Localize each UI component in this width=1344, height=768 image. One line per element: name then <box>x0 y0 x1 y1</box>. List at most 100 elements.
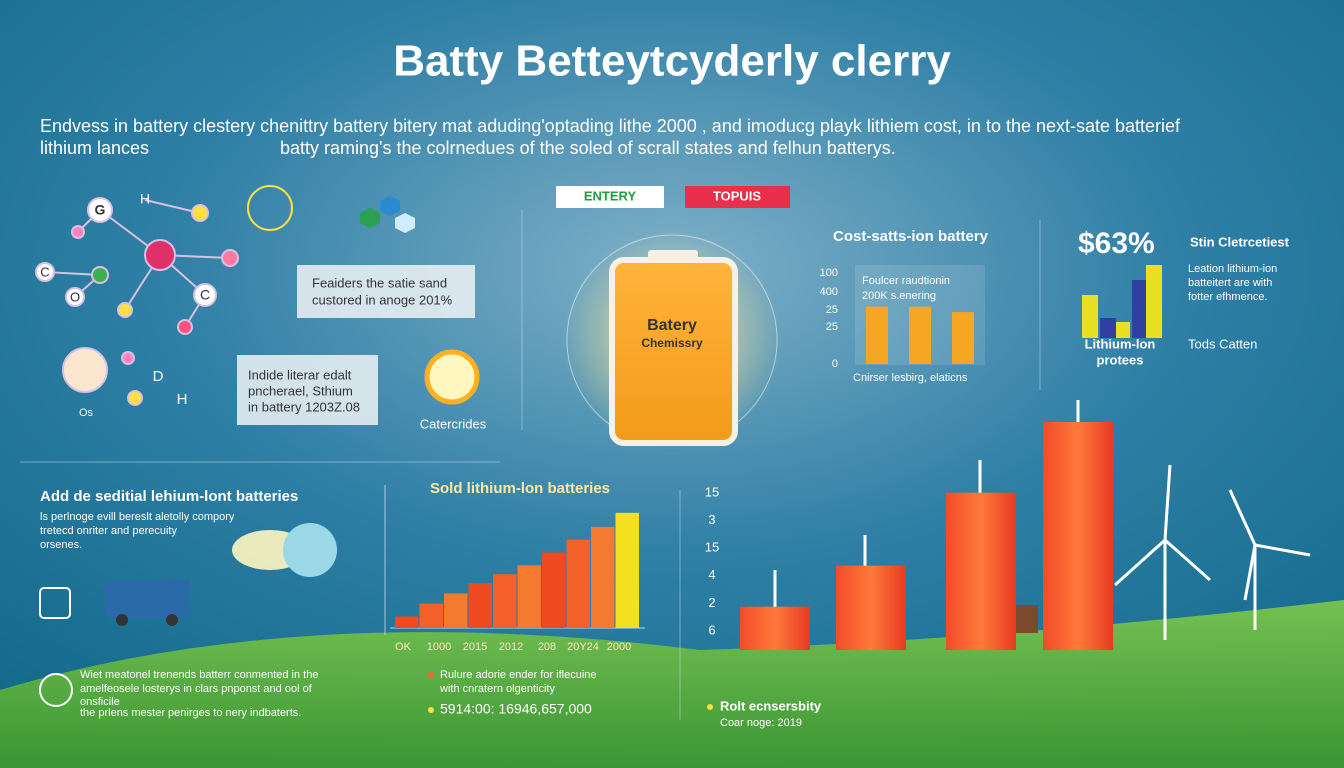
van-icon <box>105 580 190 618</box>
bar <box>946 492 1016 650</box>
battery <box>609 257 738 446</box>
footer-text: amelfeosele losterys in clars pnponst an… <box>80 683 313 695</box>
section-text: tretecd onriter and perecuity <box>40 525 177 537</box>
bar <box>1043 422 1113 650</box>
x-tick-label: 208 <box>538 641 556 653</box>
bullet <box>707 704 713 710</box>
callout <box>237 355 378 425</box>
stat-text: Tods Catten <box>1188 336 1257 351</box>
gear-icon <box>39 587 71 619</box>
footer-text: Rulure adorie ender for iflecuine <box>440 669 597 681</box>
bar <box>468 583 492 628</box>
chart-note: Foulcer raudtionin <box>862 275 950 287</box>
y-tick-label: 4 <box>708 567 715 582</box>
bar <box>836 565 906 650</box>
footer-text: onsficile <box>80 696 120 708</box>
battery-label: Batery <box>647 317 697 334</box>
stat-caption: protees <box>1097 352 1144 367</box>
battery-label: Chemissry <box>641 336 703 350</box>
y-tick-label: 6 <box>708 622 715 637</box>
bar <box>395 616 419 628</box>
y-tick-label: 100 <box>820 267 838 279</box>
stat-text: Leation lithium-ion <box>1188 263 1277 275</box>
callout-text: pncherael, Sthium <box>248 383 353 398</box>
bar <box>866 306 888 364</box>
sun-icon <box>424 349 480 405</box>
stat-value: $63% <box>1078 227 1155 260</box>
stat-text: fotter efhmence. <box>1188 291 1268 303</box>
atom-label: D <box>153 368 164 385</box>
tag-text: ENTERY <box>584 188 637 203</box>
y-tick-label: 0 <box>832 358 838 370</box>
bullet <box>428 707 434 713</box>
y-tick-label: 25 <box>826 321 838 333</box>
x-axis-label: Cnirser lesbirg, elaticns <box>853 372 968 384</box>
bar <box>419 603 443 628</box>
section-title: Add de seditial lehium-lont batteries <box>40 488 298 505</box>
x-tick-label: 20Y24 <box>567 641 599 653</box>
y-tick-label: 15 <box>705 540 719 555</box>
callout-text: Indide literar edalt <box>248 367 352 382</box>
chart-title: Cost-satts-ion battery <box>833 228 989 245</box>
x-tick-label: 2015 <box>463 641 487 653</box>
callout-text: in battery 1203Z.08 <box>248 399 360 414</box>
bar <box>444 593 468 628</box>
stat-heading: Stin Cletrcetiest <box>1190 234 1290 249</box>
bar <box>542 552 566 628</box>
icon-label: Catercrides <box>420 416 487 431</box>
footer-text: Coar noge: 2019 <box>720 717 802 729</box>
footer-number: 5914:00: 16946,657,000 <box>440 701 592 717</box>
atom-label: Os <box>79 407 94 419</box>
intro: lithium lances <box>40 138 149 158</box>
bar <box>909 306 931 364</box>
chart-title: Sold lithium-lon batteries <box>430 480 610 497</box>
wheel <box>166 614 178 626</box>
footer-text: Rolt ecnsersbity <box>720 698 822 713</box>
intro: batty raming's the colrnedues of the sol… <box>280 138 896 158</box>
stat-text: batteitert are with <box>1188 277 1272 289</box>
x-tick-label: 2000 <box>607 641 631 653</box>
atom-label: O <box>70 289 80 304</box>
y-tick-label: 25 <box>826 304 838 316</box>
x-tick-label: 1000 <box>427 641 451 653</box>
wind-turbines <box>773 400 1311 640</box>
tag-text: TOPUIS <box>713 188 761 203</box>
cell-icon <box>283 523 337 577</box>
y-tick-label: 15 <box>705 484 719 499</box>
callout-text: custored in anoge 201% <box>312 292 453 307</box>
callout <box>297 265 475 318</box>
atom-label: C <box>200 287 210 303</box>
atom-label: G <box>95 202 106 218</box>
section-text: ls perlnoge evill bereslt aletolly compo… <box>40 511 235 523</box>
chart-note: 200K s.enering <box>862 290 936 302</box>
wave-icon <box>39 673 73 707</box>
x-tick-label: 2012 <box>499 641 523 653</box>
bar <box>493 574 517 628</box>
atom-label: H <box>177 391 188 408</box>
footer-text: Wiet meatonel trenends batterr conmented… <box>80 669 318 681</box>
bar <box>517 565 541 628</box>
footer-text: with cnratern olgenticity <box>439 683 555 695</box>
atom-label: C <box>40 264 49 279</box>
bar <box>740 606 810 650</box>
tag <box>685 186 790 208</box>
molecule <box>35 185 415 406</box>
bar <box>615 512 639 628</box>
stat-caption: Lithium-lon <box>1085 336 1156 351</box>
footer-text: the prlens mester penirges to nery indba… <box>80 707 301 719</box>
intro: Endvess in battery clestery chenittry ba… <box>40 116 1181 136</box>
x-tick-label: OK <box>395 641 412 653</box>
section-text: orsenes. <box>40 539 82 551</box>
y-tick-label: 2 <box>708 595 715 610</box>
title: Batty Betteytcyderly clerry <box>393 37 951 86</box>
wheel <box>116 614 128 626</box>
pictogram <box>1082 265 1162 338</box>
bullet <box>428 672 434 678</box>
callout-text: Feaiders the satie sand <box>312 275 447 290</box>
bar <box>566 539 590 628</box>
y-tick-label: 3 <box>708 512 715 527</box>
y-tick-label: 400 <box>820 286 838 298</box>
bar <box>591 526 615 628</box>
